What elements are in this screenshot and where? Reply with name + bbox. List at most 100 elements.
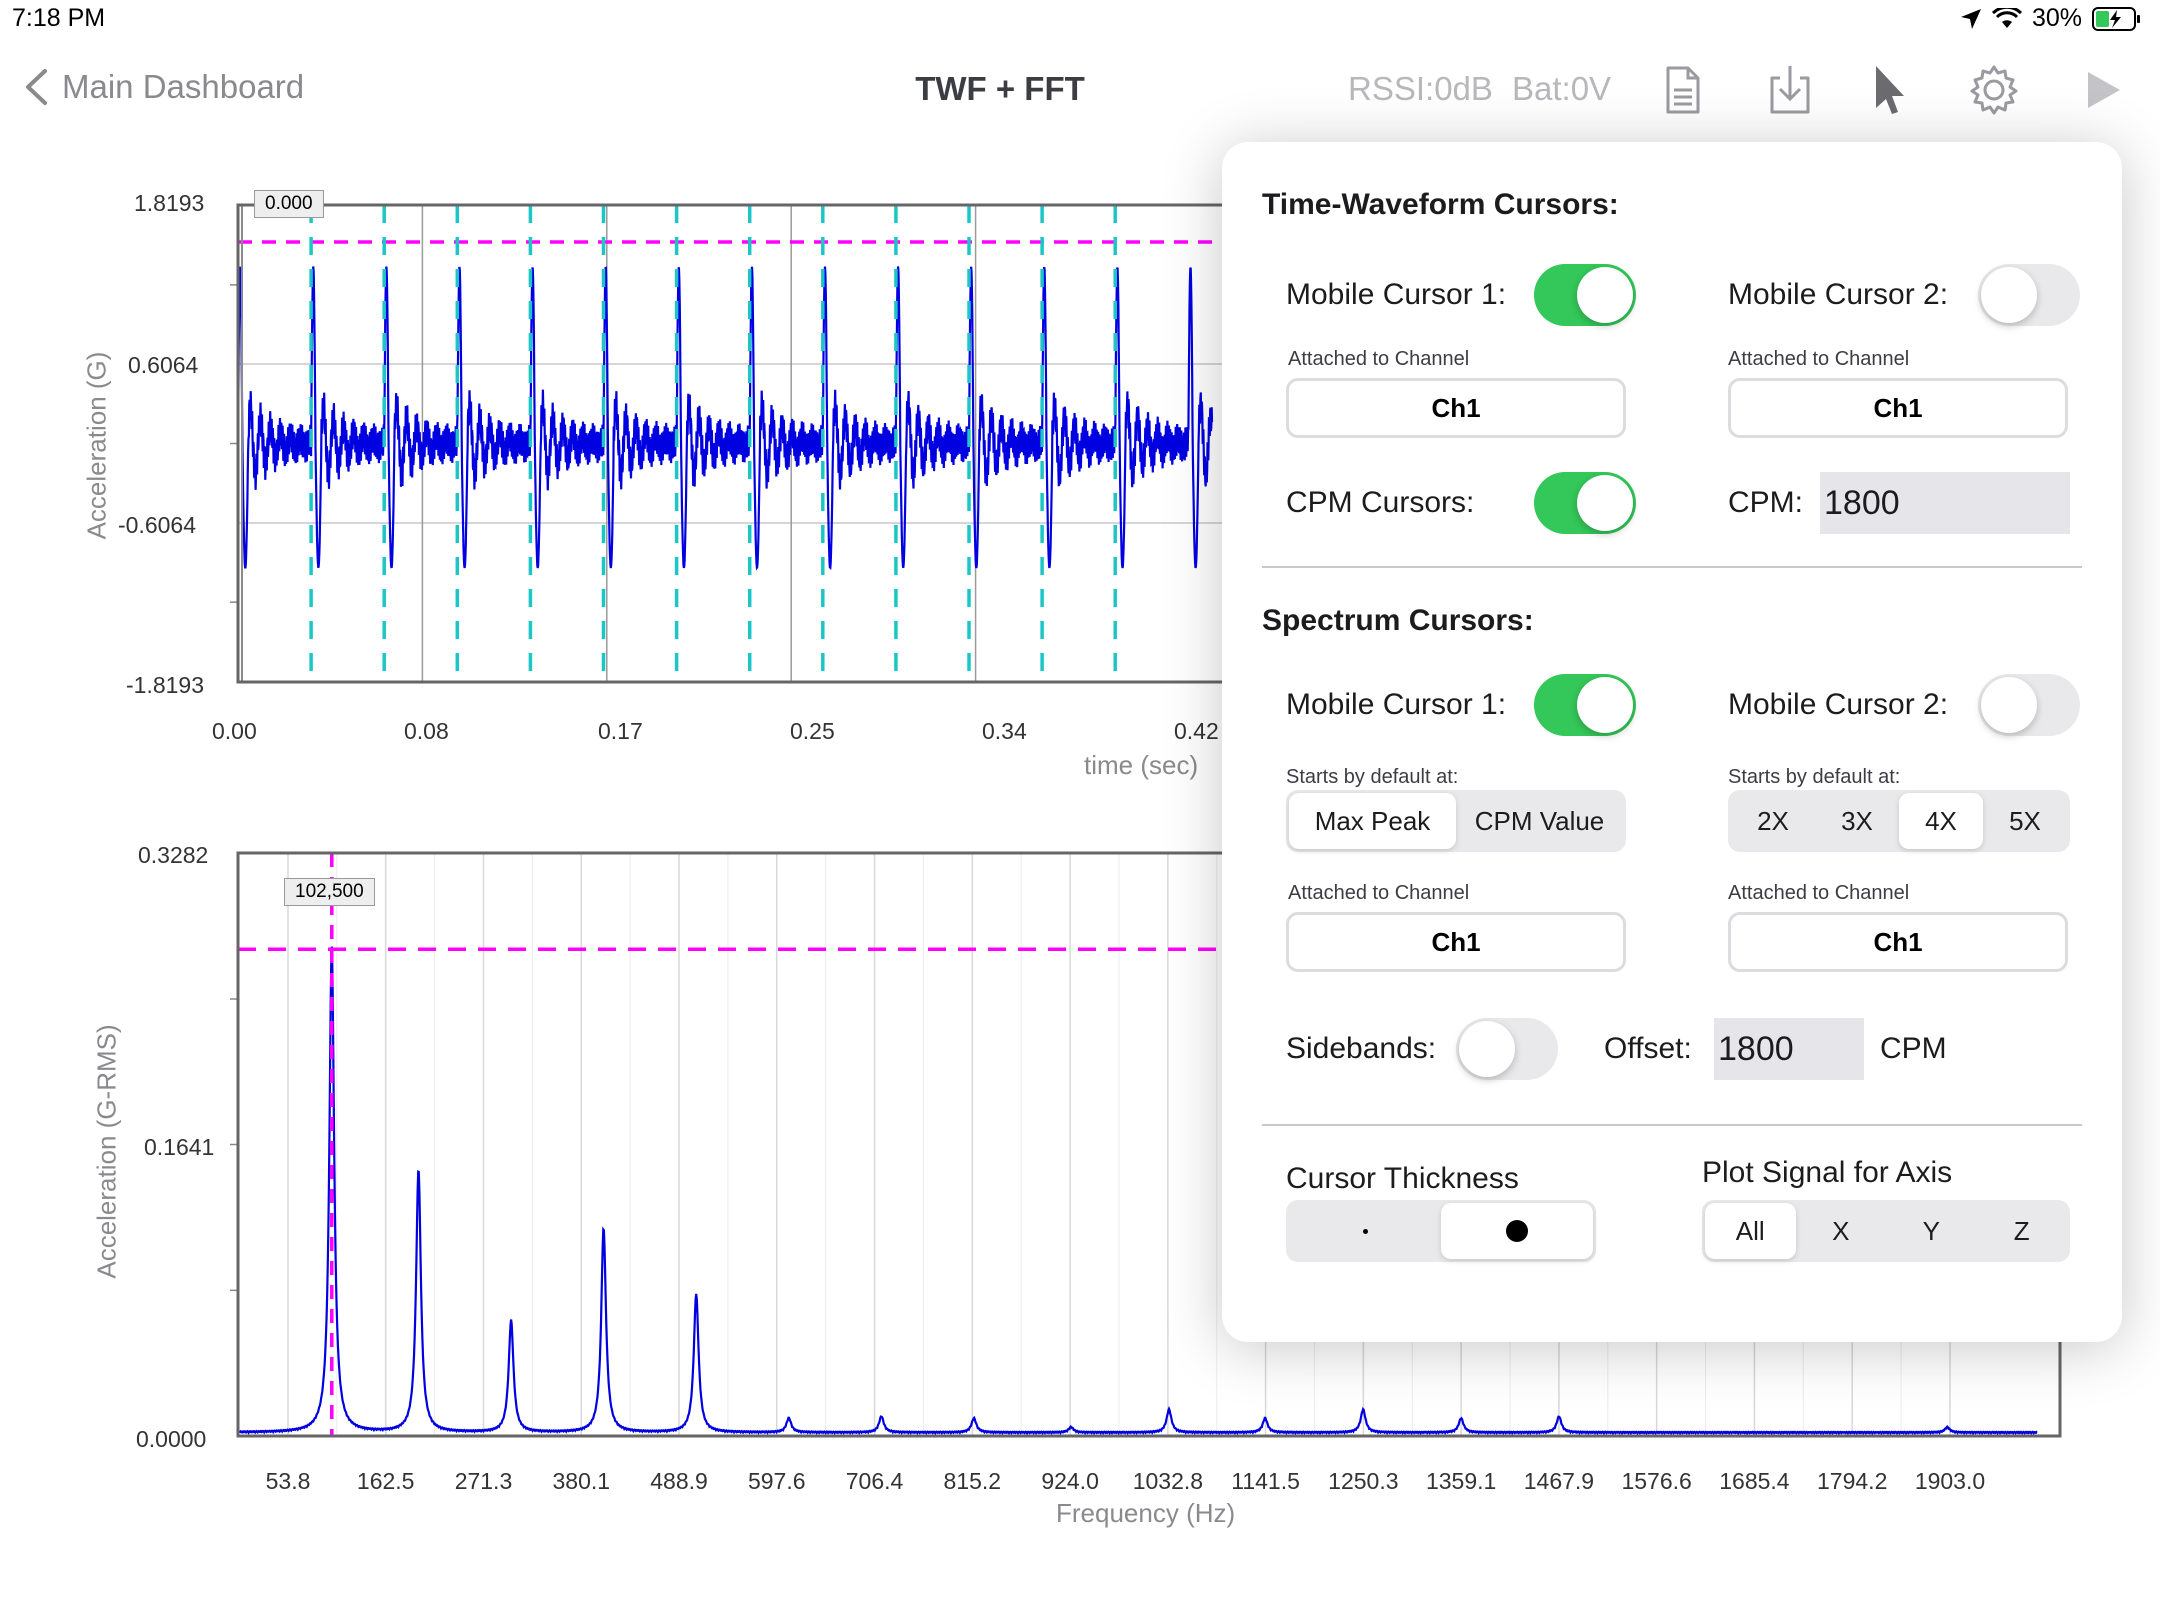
- seg-4x[interactable]: 4X: [1899, 793, 1983, 849]
- fft-xlabel: Frequency (Hz): [1056, 1498, 1236, 1528]
- twf-ytick: 0.6064: [128, 352, 199, 378]
- status-bar: 7:18 PM 30%: [0, 0, 2160, 40]
- twf-xtick: 0.17: [598, 718, 643, 744]
- fft-xtick: 1794.2: [1817, 1468, 1888, 1494]
- twf-ytick: -0.6064: [118, 512, 197, 538]
- fft-ylabel: Acceleration (G-RMS): [91, 1024, 122, 1279]
- seg-3x[interactable]: 3X: [1841, 805, 1873, 836]
- battery-percent: 30%: [2031, 4, 2082, 32]
- spec-c2-starts-label: Starts by default at:: [1728, 766, 1901, 788]
- fft-ytick: 0.0000: [136, 1426, 207, 1452]
- fft-xtick: 1250.3: [1328, 1468, 1399, 1494]
- twf-ytick: -1.8193: [126, 672, 205, 698]
- spec-c1-start-segmented: Max Peak CPM Value: [1286, 790, 1626, 852]
- axis-all-option[interactable]: All: [1705, 1203, 1796, 1259]
- fft-ytick: 0.3282: [138, 842, 209, 868]
- status-time: 7:18 PM: [12, 4, 106, 32]
- battery-voltage-readout: Bat:0V: [1512, 70, 1612, 107]
- twf-cursor-tag[interactable]: 0.000: [254, 190, 324, 218]
- offset-unit: CPM: [1880, 1032, 1947, 1065]
- fft-xtick: 1576.6: [1621, 1468, 1692, 1494]
- page-title: TWF + FFT: [915, 70, 1085, 107]
- fft-xtick: 815.2: [943, 1468, 1002, 1494]
- fft-xtick: 1141.5: [1231, 1468, 1300, 1494]
- offset-input[interactable]: 1800: [1714, 1018, 1864, 1080]
- twf-c2-channel-button[interactable]: Ch1: [1728, 378, 2068, 438]
- fft-xtick: 597.6: [747, 1468, 806, 1494]
- twf-xtick: 0.42: [1174, 718, 1219, 744]
- sidebands-label: Sidebands:: [1286, 1032, 1437, 1065]
- download-icon[interactable]: [1762, 62, 1818, 118]
- cpm-cursors-label: CPM Cursors:: [1286, 486, 1475, 519]
- cursor-thickness-label: Cursor Thickness: [1286, 1162, 1519, 1195]
- twf-mobile-cursor-2-toggle[interactable]: [1978, 264, 2080, 326]
- spec-c1-attached-label: Attached to Channel: [1288, 882, 1470, 904]
- sidebands-toggle[interactable]: [1456, 1018, 1558, 1080]
- spec-mobile-cursor-1-toggle[interactable]: [1534, 674, 1636, 736]
- cpm-input[interactable]: 1800: [1820, 472, 2070, 534]
- fft-xtick: 53.8: [265, 1468, 311, 1494]
- seg-max-peak[interactable]: Max Peak: [1289, 793, 1456, 849]
- fft-xtick: 1685.4: [1719, 1468, 1790, 1494]
- fft-xtick: 1032.8: [1132, 1468, 1204, 1494]
- twf-ylabel: Acceleration (G): [81, 351, 112, 540]
- spec-mobile-cursor-2-label: Mobile Cursor 2:: [1728, 688, 1949, 721]
- cpm-cursors-toggle[interactable]: [1534, 472, 1636, 534]
- chevron-left-icon: [26, 69, 47, 105]
- spec-c1-starts-label: Starts by default at:: [1286, 766, 1459, 788]
- twf-plot-frame: [236, 203, 1244, 684]
- cursor-thickness-segmented: [1286, 1200, 1596, 1262]
- back-button[interactable]: Main Dashboard: [24, 68, 304, 106]
- twf-mobile-cursor-2-label: Mobile Cursor 2:: [1728, 278, 1949, 311]
- seg-cpm-value[interactable]: CPM Value: [1474, 805, 1605, 836]
- thick-dot-icon: [1506, 1220, 1528, 1242]
- location-icon: [1960, 8, 1981, 29]
- spectrum-cursors-title: Spectrum Cursors:: [1262, 604, 1534, 637]
- seg-5x[interactable]: 5X: [2009, 805, 2041, 836]
- cursor-settings-popover: Time-Waveform Cursors: Mobile Cursor 1: …: [1222, 142, 2122, 1342]
- twf-c1-channel-button[interactable]: Ch1: [1286, 378, 1626, 438]
- twf-waveform-series: [236, 266, 1214, 571]
- seg-2x[interactable]: 2X: [1757, 805, 1789, 836]
- axis-x-option[interactable]: X: [1832, 1215, 1850, 1246]
- twf-c2-attached-label: Attached to Channel: [1728, 348, 1910, 370]
- fft-cursor-tag[interactable]: 102,500: [284, 878, 375, 906]
- play-icon[interactable]: [2074, 62, 2130, 118]
- twf-xlabel: time (sec): [1084, 750, 1199, 780]
- divider: [1262, 1124, 2082, 1126]
- twf-cursors: [238, 205, 1222, 682]
- wifi-icon: [1991, 7, 2022, 28]
- thickness-thick-option[interactable]: [1441, 1203, 1593, 1259]
- spec-mobile-cursor-2-toggle[interactable]: [1978, 674, 2080, 736]
- back-label: Main Dashboard: [62, 68, 305, 105]
- spec-c2-start-segmented: 2X 3X 4X 5X: [1728, 790, 2070, 852]
- twf-xtick: 0.00: [212, 718, 257, 744]
- divider: [1262, 566, 2082, 568]
- twf-c1-attached-label: Attached to Channel: [1288, 348, 1470, 370]
- gear-icon[interactable]: [1966, 62, 2022, 118]
- twf-xtick: 0.25: [790, 718, 835, 744]
- status-indicators: 30%: [1960, 4, 2142, 33]
- twf-mobile-cursor-1-toggle[interactable]: [1534, 264, 1636, 326]
- spec-c2-channel-button[interactable]: Ch1: [1728, 912, 2068, 972]
- axis-y-option[interactable]: Y: [1922, 1215, 1940, 1246]
- cursor-pointer-icon[interactable]: [1862, 62, 1918, 118]
- thin-dot-icon: [1362, 1228, 1368, 1234]
- twf-ytick: 1.8193: [134, 190, 205, 216]
- twf-cursors-title: Time-Waveform Cursors:: [1262, 188, 1619, 221]
- spec-c2-attached-label: Attached to Channel: [1728, 882, 1910, 904]
- twf-mobile-cursor-1-label: Mobile Cursor 1:: [1286, 278, 1507, 311]
- fft-xtick: 1467.9: [1523, 1468, 1595, 1494]
- fft-xtick: 924.0: [1041, 1468, 1099, 1494]
- axis-signal-segmented: All X Y Z: [1702, 1200, 2070, 1262]
- fft-xtick: 162.5: [356, 1468, 415, 1494]
- thickness-thin-option[interactable]: [1289, 1203, 1441, 1259]
- twf-grid: [230, 205, 1222, 682]
- fft-xtick: 706.4: [845, 1468, 904, 1494]
- document-icon[interactable]: [1654, 62, 1710, 118]
- fft-ytick: 0.1641: [144, 1134, 215, 1160]
- twf-xtick: 0.08: [404, 718, 449, 744]
- spec-c1-channel-button[interactable]: Ch1: [1286, 912, 1626, 972]
- axis-z-option[interactable]: Z: [2013, 1215, 2030, 1246]
- fft-xtick: 1359.1: [1425, 1468, 1497, 1494]
